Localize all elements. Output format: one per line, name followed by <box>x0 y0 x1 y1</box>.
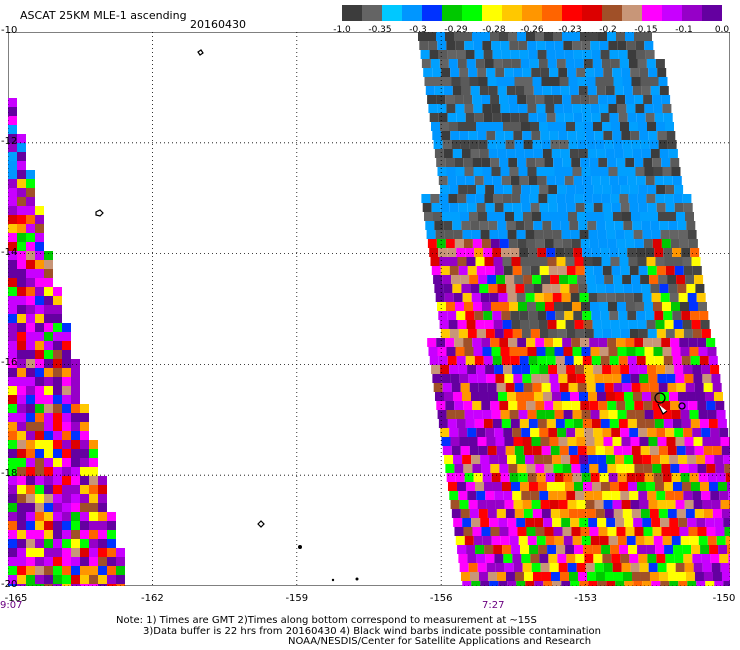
latitude-label: -12 <box>1 135 18 147</box>
legend-swatch <box>662 5 682 21</box>
legend-label: -0.23 <box>558 25 582 35</box>
map-date: 20160430 <box>190 18 246 31</box>
longitude-label: -153 <box>574 593 597 604</box>
legend-swatch <box>362 5 382 21</box>
longitude-label: -159 <box>285 593 309 604</box>
legend-label: -0.29 <box>444 25 468 35</box>
legend-swatch <box>622 5 642 21</box>
time-label-east: 7:27 <box>482 600 505 611</box>
longitude-label: -150 <box>712 593 736 604</box>
legend-label: -0.15 <box>634 25 658 35</box>
map-plot <box>8 32 730 586</box>
note-line-2: 3)Data buffer is 22 hrs from 20160430 4)… <box>143 625 601 637</box>
legend-swatch <box>442 5 462 21</box>
footnotes: Note: 1) Times are GMT 2)Times along bot… <box>0 615 740 648</box>
island-outlines <box>95 49 686 582</box>
legend-swatch <box>482 5 502 21</box>
longitude-label: -165 <box>4 593 28 604</box>
latitude-label: -16 <box>1 357 18 369</box>
legend-swatch <box>502 5 522 21</box>
legend-swatch <box>462 5 482 21</box>
legend-label: -0.35 <box>368 25 392 35</box>
map-title: ASCAT 25KM MLE-1 ascending <box>20 9 187 22</box>
note-line-3: NOAA/NESDIS/Center for Satellite Applica… <box>288 636 592 647</box>
legend-label: -0.28 <box>482 25 506 35</box>
legend-label: -0.2 <box>599 25 617 35</box>
note-line-1: Note: 1) Times are GMT 2)Times along bot… <box>116 615 537 626</box>
latitude-label: -18 <box>1 468 18 480</box>
legend-swatch <box>682 5 702 21</box>
color-legend-bar <box>342 5 722 21</box>
longitude-label: -156 <box>429 593 453 604</box>
data-swath-west <box>8 98 125 586</box>
legend-swatch <box>522 5 542 21</box>
time-label-west: 9:07 <box>0 600 23 611</box>
legend-label: -0.3 <box>409 25 427 35</box>
wind-barb-icon <box>657 403 668 415</box>
legend-swatch <box>602 5 622 21</box>
legend-swatch <box>402 5 422 21</box>
legend-label: -0.1 <box>675 25 693 35</box>
latitude-label: -14 <box>1 246 18 258</box>
data-swath-east <box>418 32 730 586</box>
legend-swatch <box>542 5 562 21</box>
legend-label: -1.0 <box>333 25 351 35</box>
latitude-label: -10 <box>1 25 18 36</box>
longitude-label: -162 <box>141 593 164 604</box>
legend-swatch <box>562 5 582 21</box>
legend-swatch <box>422 5 442 21</box>
legend-swatch <box>642 5 662 21</box>
legend-swatch <box>702 5 722 21</box>
legend-swatch <box>582 5 602 21</box>
legend-swatch <box>342 5 362 21</box>
legend-label: 0.0 <box>714 25 730 35</box>
lat-lon-grid <box>8 32 730 586</box>
latitude-label: -20 <box>1 579 18 590</box>
legend-label: -0.26 <box>520 25 544 35</box>
legend-swatch <box>382 5 402 21</box>
